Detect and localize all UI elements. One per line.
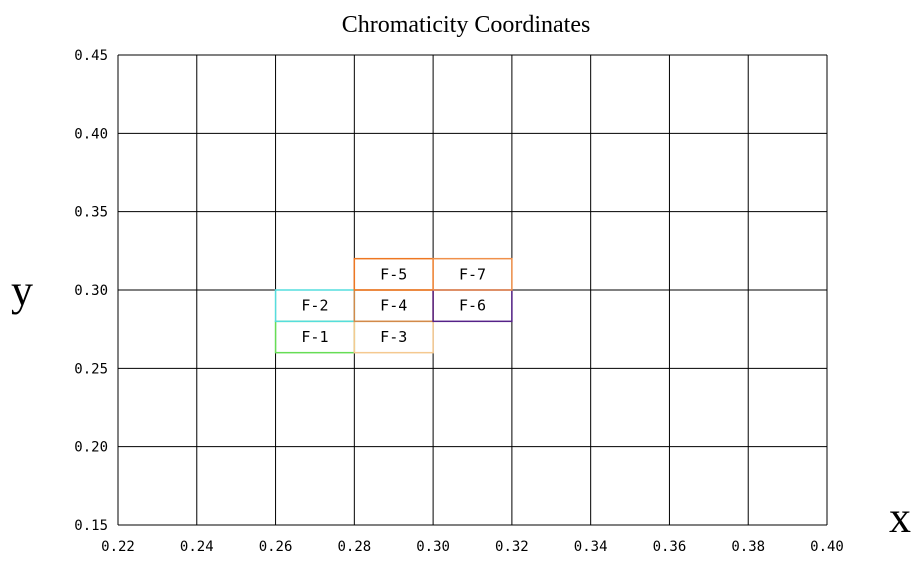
x-tick-label-9: 0.40 <box>810 539 844 555</box>
region-f-6-label: F-6 <box>459 297 486 315</box>
region-f-7-box <box>432 257 513 291</box>
chromaticity-regions: F-1 F-2 F-3 F-4 F-5 F-6 F-7 <box>274 257 513 354</box>
region-f-7-label: F-7 <box>459 265 486 283</box>
y-tick-label-4: 0.35 <box>74 205 108 221</box>
x-tick-label-6: 0.34 <box>574 539 608 555</box>
x-tick-label-8: 0.38 <box>731 539 765 555</box>
y-tick-labels: 0.15 0.20 0.25 0.30 0.35 0.40 0.45 <box>74 48 108 534</box>
region-f-1-label: F-1 <box>301 328 328 346</box>
region-f-3-label: F-3 <box>380 328 407 346</box>
y-tick-label-6: 0.45 <box>74 48 108 64</box>
region-f-4-label: F-4 <box>380 297 407 315</box>
x-tick-labels: 0.22 0.24 0.26 0.28 0.30 0.32 0.34 0.36 0.38 0.40 <box>101 539 844 555</box>
y-tick-label-5: 0.40 <box>74 126 108 142</box>
y-tick-label-0: 0.15 <box>74 518 108 534</box>
region-f-2-label: F-2 <box>301 297 328 315</box>
x-tick-label-5: 0.32 <box>495 539 529 555</box>
chart-title: Chromaticity Coordinates <box>342 12 591 38</box>
y-axis-label: y <box>11 266 33 315</box>
region-f-5-label: F-5 <box>380 265 407 283</box>
x-tick-label-2: 0.26 <box>259 539 293 555</box>
y-tick-label-3: 0.30 <box>74 283 108 299</box>
x-tick-label-1: 0.24 <box>180 539 214 555</box>
x-axis-label: x <box>889 493 911 542</box>
x-tick-label-0: 0.22 <box>101 539 135 555</box>
y-tick-label-2: 0.25 <box>74 361 108 377</box>
x-tick-label-7: 0.36 <box>653 539 687 555</box>
x-tick-label-4: 0.30 <box>416 539 450 555</box>
y-tick-label-1: 0.20 <box>74 440 108 456</box>
x-tick-label-3: 0.28 <box>337 539 371 555</box>
